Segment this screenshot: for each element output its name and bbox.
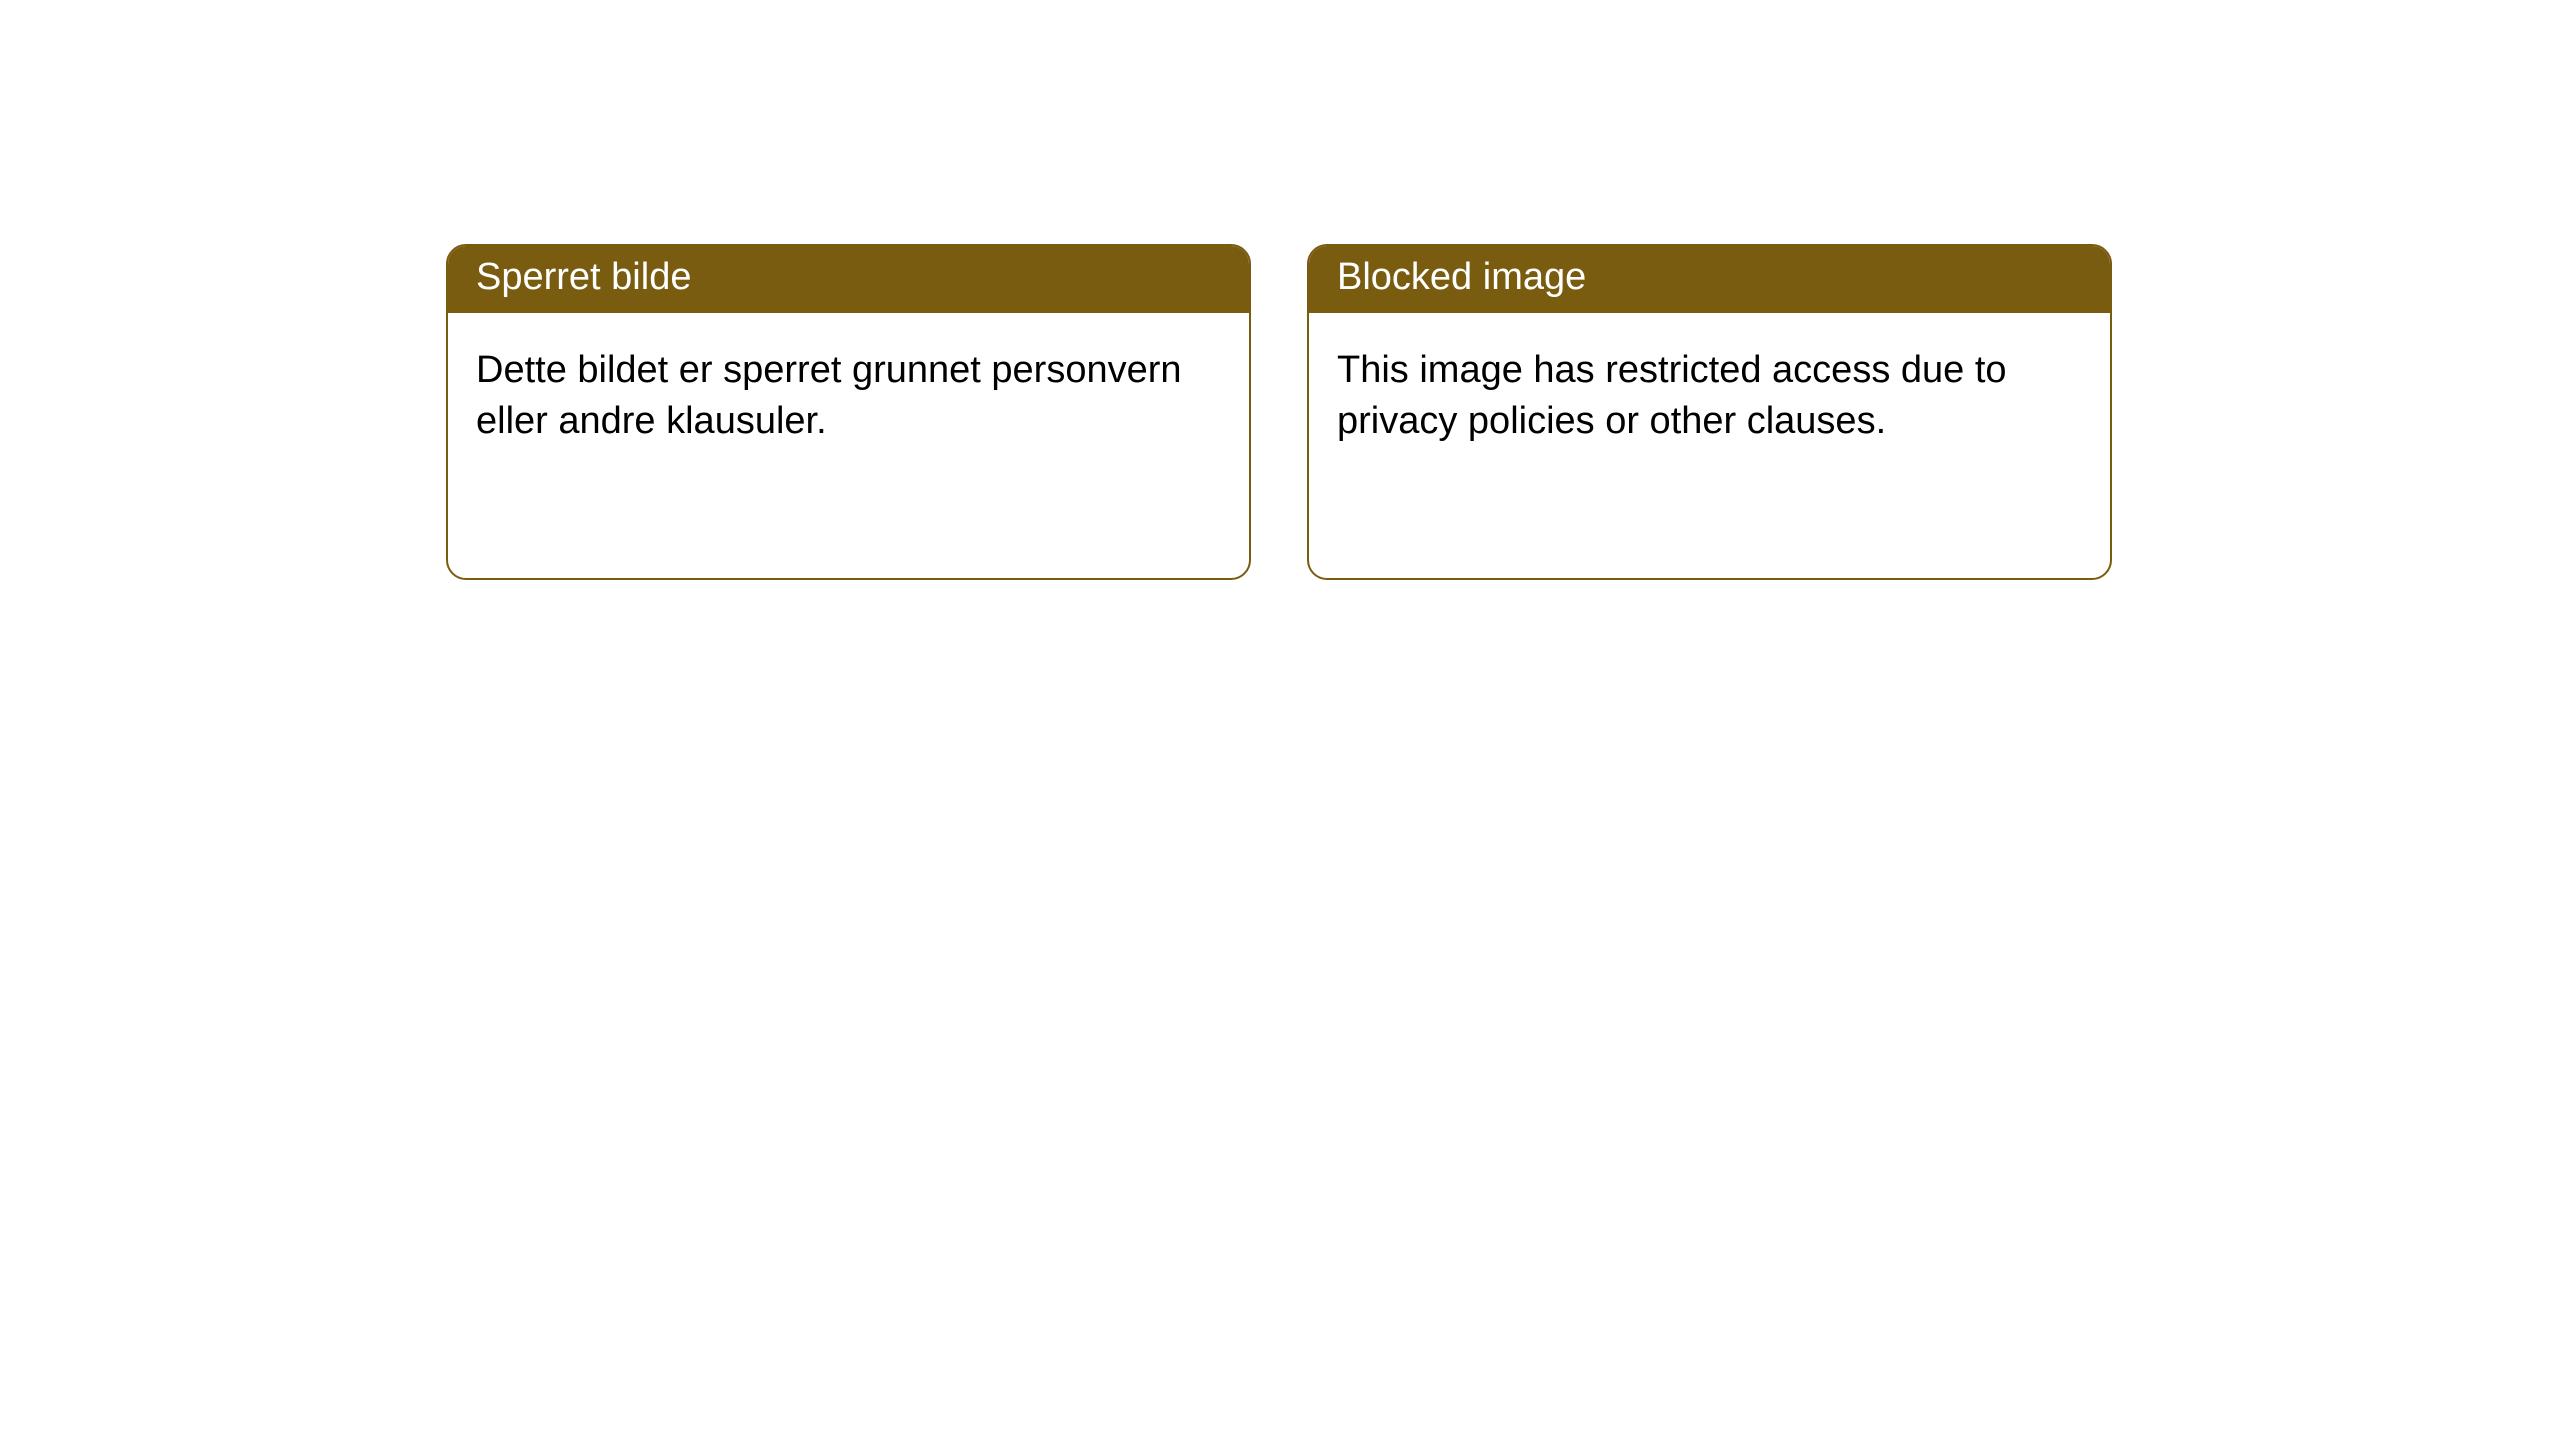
card-header: Sperret bilde — [448, 246, 1249, 313]
card-header-label: Blocked image — [1337, 256, 1586, 298]
card-body: Dette bildet er sperret grunnet personve… — [448, 313, 1249, 480]
card-english: Blocked image This image has restricted … — [1307, 244, 2112, 580]
card-body-text: This image has restricted access due to … — [1337, 349, 2007, 442]
cards-container: Sperret bilde Dette bildet er sperret gr… — [446, 244, 2112, 580]
card-norwegian: Sperret bilde Dette bildet er sperret gr… — [446, 244, 1251, 580]
card-header: Blocked image — [1309, 246, 2110, 313]
card-body: This image has restricted access due to … — [1309, 313, 2110, 480]
card-body-text: Dette bildet er sperret grunnet personve… — [476, 349, 1182, 442]
card-header-label: Sperret bilde — [476, 256, 691, 298]
